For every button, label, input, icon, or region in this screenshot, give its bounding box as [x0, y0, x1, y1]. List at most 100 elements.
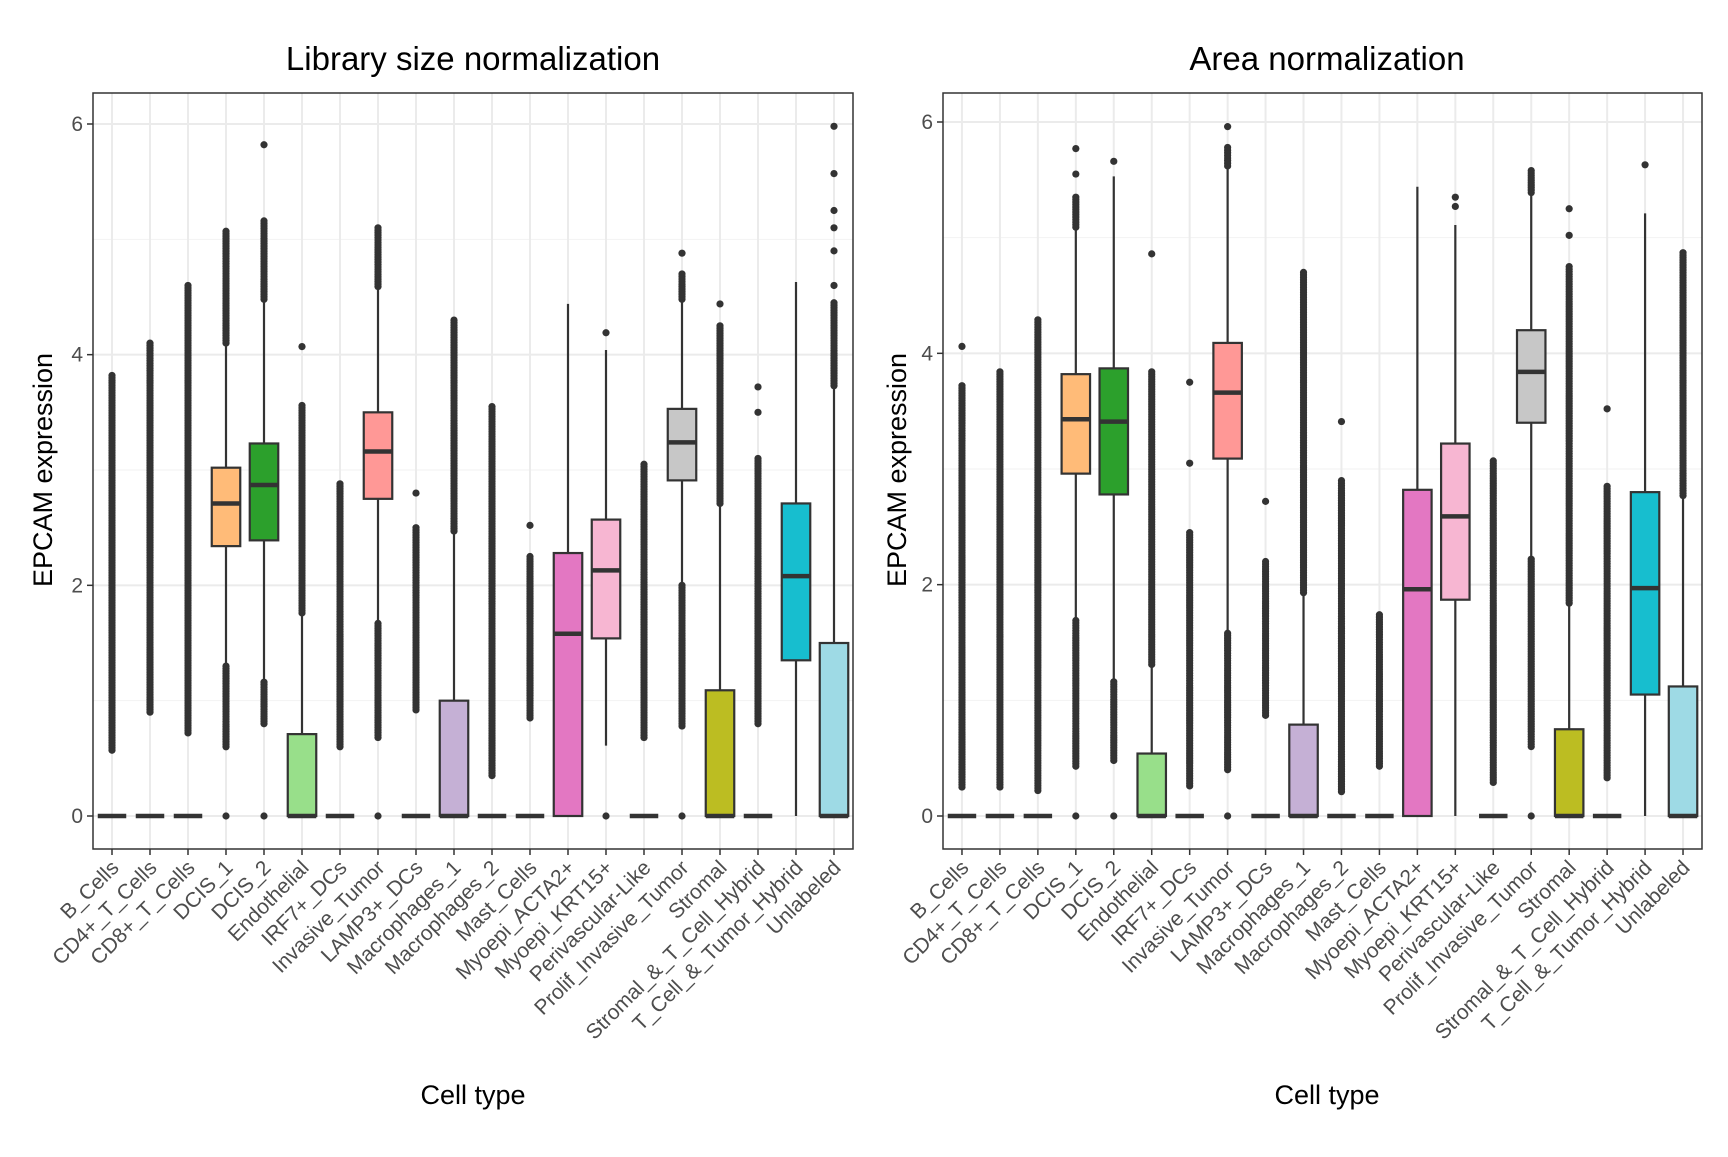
outlier-point [1110, 812, 1118, 820]
outlier-point [1565, 262, 1573, 271]
box-Stromal_&_T_Cell_Hybrid [1592, 405, 1622, 819]
box-IRF7+_DCs [1175, 378, 1204, 819]
outlier-point [716, 322, 724, 330]
box-Stromal [704, 300, 736, 819]
box-Mast_Cells [1365, 611, 1394, 819]
x-axis-title: Cell type [1274, 1080, 1379, 1110]
box-DCIS_2 [1098, 157, 1130, 820]
box-Stromal_&_T_Cell_Hybrid [743, 383, 773, 819]
outlier-point [1186, 459, 1194, 467]
box-Invasive_Tumor [1212, 123, 1243, 820]
box-iqr [1439, 442, 1471, 601]
box-Prolif_Invasive_Tumor [666, 249, 698, 820]
box-iqr [1060, 373, 1092, 475]
box-Unlabeled [818, 122, 850, 819]
y-tick-label: 0 [921, 805, 933, 828]
box-Invasive_Tumor [362, 224, 394, 820]
outlier-point [1148, 368, 1156, 376]
y-tick-label: 2 [921, 574, 933, 597]
box-iqr [1098, 367, 1130, 496]
outlier-point [1451, 202, 1459, 211]
outlier-point [830, 299, 838, 307]
box-iqr [1667, 685, 1699, 818]
outlier-point [184, 281, 192, 290]
outlier-point [1072, 170, 1080, 178]
outlier-point [1451, 193, 1459, 201]
box-Endothelial [286, 342, 318, 819]
box-iqr [1402, 488, 1433, 818]
box-T_Cell_&_Tumor_Hybrid [1629, 161, 1661, 816]
y-tick-label: 4 [71, 344, 83, 367]
outlier-point [754, 454, 762, 463]
x-axis-title: Cell type [420, 1080, 525, 1110]
outlier-point [678, 581, 686, 589]
y-tick-label: 6 [921, 111, 933, 134]
outlier-point [830, 122, 838, 130]
outlier-point [1565, 231, 1573, 239]
outlier-point [298, 342, 306, 351]
box-DCIS_1 [1060, 145, 1092, 820]
outlier-point [222, 227, 230, 235]
outlier-point [1186, 378, 1194, 386]
box-Stromal [1553, 205, 1585, 819]
box-Myoepi_ACTA2+ [1402, 186, 1433, 818]
outlier-point [1641, 161, 1649, 169]
box-IRF7+_DCs [325, 480, 355, 819]
outlier-point [1337, 417, 1346, 426]
box-iqr [704, 689, 736, 818]
y-tick-label: 4 [921, 342, 933, 365]
outlier-point [958, 382, 966, 390]
outlier-point [1603, 482, 1611, 490]
grid [93, 93, 853, 849]
box-Macrophages_2 [477, 402, 507, 819]
outlier-point [222, 812, 230, 820]
y-tick-label: 0 [71, 805, 83, 828]
outlier-point [716, 300, 724, 308]
outlier-point [1072, 145, 1080, 153]
panel-title: Area normalization [1189, 40, 1464, 77]
box-iqr [1288, 723, 1319, 818]
box-iqr [286, 733, 318, 818]
grid [943, 93, 1702, 849]
outlier-point [260, 812, 268, 820]
outlier-point [1679, 249, 1687, 257]
box-CD8+_T_Cells [1023, 316, 1053, 819]
box-Mast_Cells [515, 521, 545, 819]
outlier-point [1299, 268, 1308, 276]
outlier-point [640, 460, 648, 468]
outlier-point [1489, 457, 1497, 465]
box-DCIS_1 [210, 227, 242, 820]
outlier-point [1072, 812, 1080, 820]
box-iqr [1212, 341, 1243, 460]
box-Myoepi_KRT15+ [590, 329, 622, 820]
outlier-point [958, 342, 966, 350]
outlier-point [1337, 476, 1346, 485]
outlier-point [830, 224, 838, 232]
outlier-point [146, 339, 154, 347]
box-iqr [362, 411, 394, 500]
box-LAMP3+_DCs [1251, 497, 1280, 819]
outlier-point [830, 281, 838, 290]
outlier-point [830, 206, 838, 215]
panel-border [942, 92, 1703, 850]
box-DCIS_2 [248, 141, 280, 820]
outlier-point [412, 524, 420, 532]
box-iqr [666, 407, 698, 482]
box-Endothelial [1136, 250, 1168, 819]
outlier-point [1261, 497, 1270, 505]
outlier-point [1565, 205, 1573, 213]
outlier-point [1603, 405, 1611, 413]
box-iqr [780, 502, 812, 662]
outlier-point [602, 812, 610, 820]
box-Prolif_Invasive_Tumor [1515, 166, 1547, 820]
box-Perivascular-Like [1479, 457, 1508, 819]
box-LAMP3+_DCs [401, 489, 431, 819]
box-Macrophages_1 [1288, 268, 1319, 819]
box-CD8+_T_Cells [173, 281, 203, 819]
outlier-point [412, 489, 420, 497]
outlier-point [678, 270, 686, 278]
box-iqr [818, 641, 850, 818]
outlier-point [374, 812, 382, 820]
outlier-point [260, 217, 268, 225]
